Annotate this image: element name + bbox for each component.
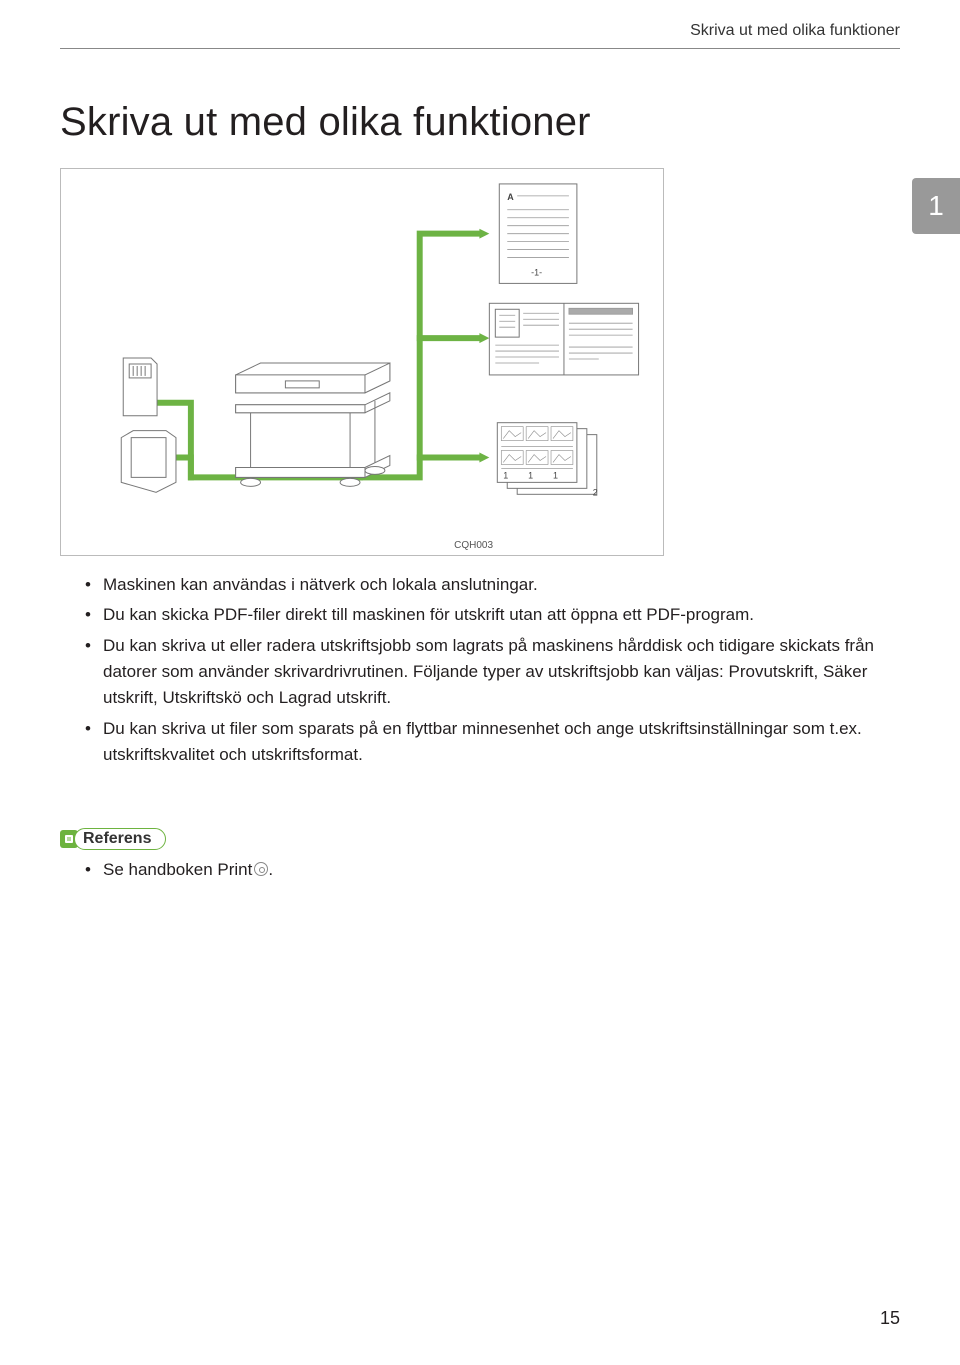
usb-drive-icon (121, 431, 176, 493)
figure-diagram: A -1- (60, 168, 664, 556)
reference-item-text: Se handboken Print (103, 860, 252, 879)
list-item: Du kan skicka PDF-filer direkt till mask… (85, 602, 900, 628)
cd-icon (254, 862, 268, 876)
chapter-number-badge: 1 (912, 178, 960, 234)
running-header: Skriva ut med olika funktioner (690, 22, 900, 40)
reference-label: Referens (74, 828, 166, 850)
output-spread-icon (489, 303, 638, 375)
svg-text:1: 1 (553, 470, 558, 480)
page-number: 15 (880, 1308, 900, 1329)
reference-list: Se handboken Print. (85, 860, 900, 880)
printer-workflow-illustration: A -1- (61, 169, 663, 555)
figure-code: CQH003 (454, 540, 493, 551)
svg-text:1: 1 (528, 470, 533, 480)
page-title: Skriva ut med olika funktioner (60, 100, 591, 145)
list-item: Du kan skriva ut eller radera utskriftsj… (85, 633, 900, 712)
list-item: Se handboken Print. (85, 860, 900, 880)
printer-device-icon (236, 363, 390, 486)
list-item: Maskinen kan användas i nätverk och loka… (85, 572, 900, 598)
doc-label-A: A (507, 192, 514, 202)
reference-heading: Referens (60, 828, 166, 850)
svg-text:2: 2 (593, 487, 598, 497)
sd-card-icon (123, 358, 157, 416)
header-underline (60, 48, 900, 49)
doc-label-page: -1- (531, 267, 542, 277)
output-collated-icon: 1 1 1 2 (497, 423, 598, 498)
svg-text:1: 1 (503, 470, 508, 480)
output-document-icon: A -1- (499, 184, 577, 283)
list-item: Du kan skriva ut filer som sparats på en… (85, 716, 900, 769)
feature-bullet-list: Maskinen kan användas i nätverk och loka… (85, 572, 900, 772)
